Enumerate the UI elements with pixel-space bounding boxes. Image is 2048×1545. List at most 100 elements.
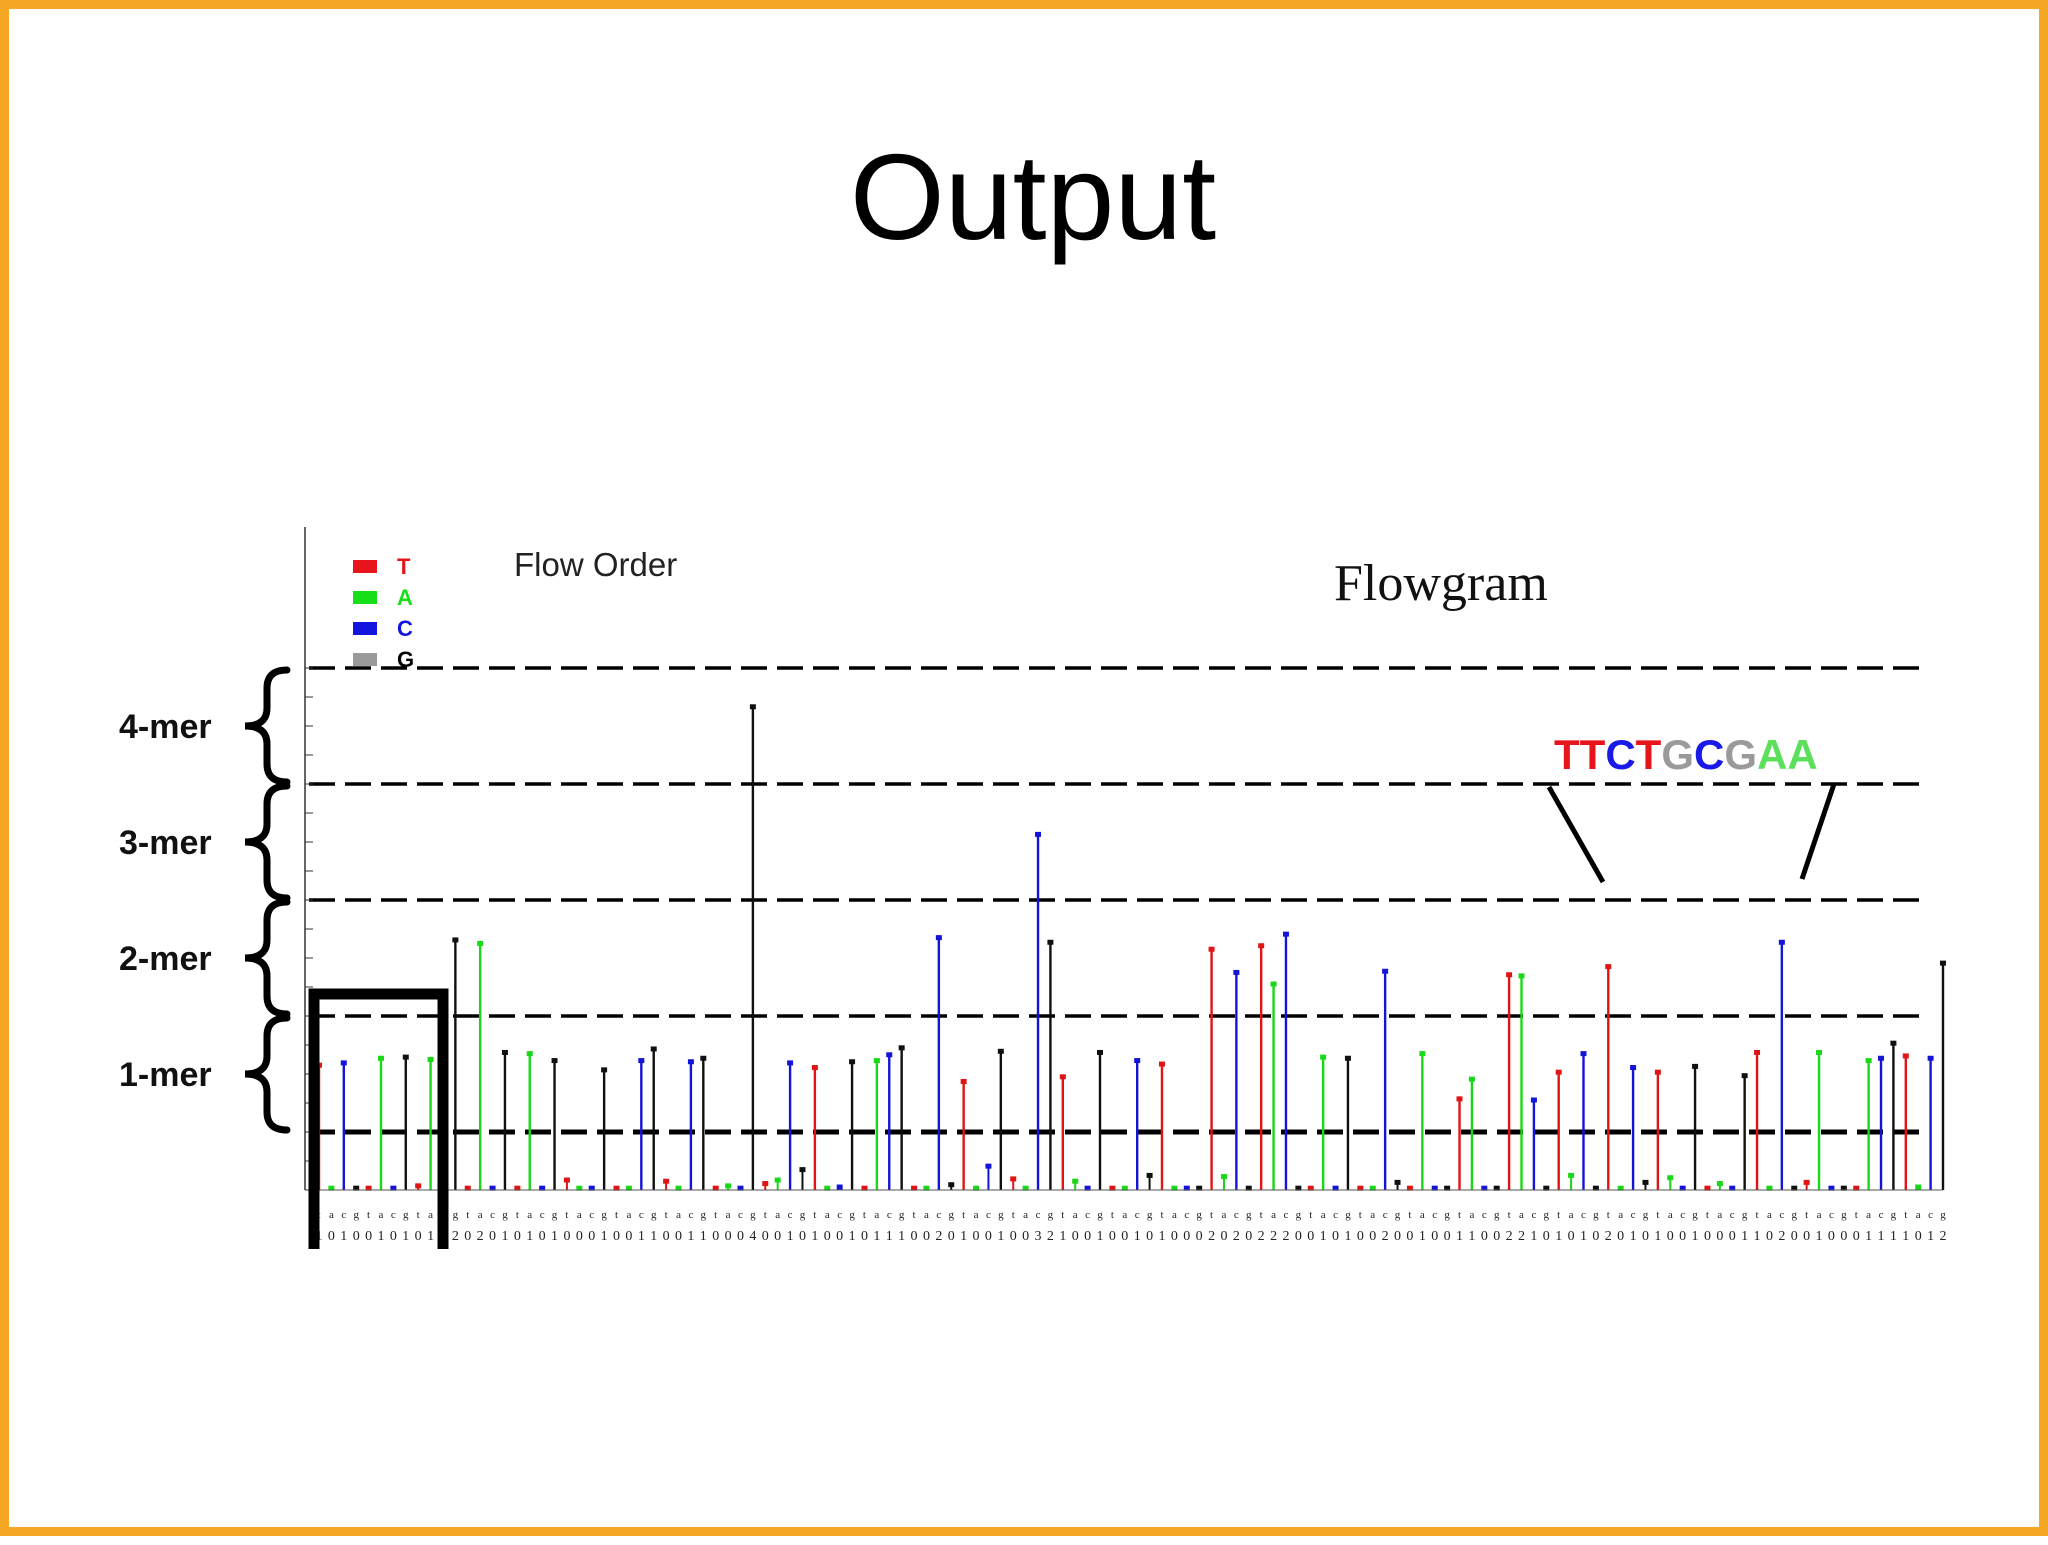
x-tick-flow-letter: g xyxy=(1593,1209,1599,1221)
flow-bar xyxy=(873,1058,880,1190)
flow-bar-cap xyxy=(824,1185,831,1191)
x-tick-flow-letter: a xyxy=(1023,1209,1028,1221)
x-tick-count: 1 xyxy=(1878,1229,1885,1244)
flow-bar xyxy=(1605,964,1612,1190)
x-tick-flow-letter: c xyxy=(341,1209,346,1221)
x-tick-flow-letter: c xyxy=(1531,1209,1536,1221)
flow-bar-cap xyxy=(613,1185,620,1191)
x-tick-flow-letter: t xyxy=(615,1209,618,1221)
x-tick-count: 0 xyxy=(1493,1229,1500,1244)
flow-bar xyxy=(1344,1055,1351,1190)
x-tick-count: 0 xyxy=(737,1229,744,1244)
x-tick-flow-letter: a xyxy=(1122,1209,1127,1221)
x-tick-count: 2 xyxy=(1258,1229,1265,1244)
flow-bar-cap xyxy=(1121,1185,1128,1191)
x-tick-count: 1 xyxy=(650,1229,657,1244)
x-tick-flow-letter: g xyxy=(701,1209,707,1221)
chart-title: Flowgram xyxy=(1334,555,1548,612)
x-tick-count: 2 xyxy=(1233,1229,1240,1244)
flow-bar-cap xyxy=(911,1185,918,1191)
slide-title: Output xyxy=(849,129,1217,265)
x-tick-flow-letter: a xyxy=(478,1209,483,1221)
flow-bar-cap xyxy=(1022,1185,1029,1191)
flow-bar-cap xyxy=(923,1185,930,1191)
x-tick-count: 1 xyxy=(1927,1229,1934,1244)
x-tick-flow-letter: t xyxy=(417,1209,420,1221)
x-tick-count: 0 xyxy=(1369,1229,1376,1244)
flow-bar-cap xyxy=(1630,1065,1637,1071)
flow-bar xyxy=(935,935,942,1190)
flow-bar-cap xyxy=(861,1185,868,1191)
flow-bar-cap xyxy=(1927,1055,1934,1061)
flow-bar-cap xyxy=(501,1049,508,1055)
flow-bar xyxy=(811,1065,818,1190)
flow-bar-cap xyxy=(514,1185,521,1191)
x-tick-count: 2 xyxy=(935,1229,942,1244)
flow-bar-cap xyxy=(799,1167,806,1173)
flow-bar xyxy=(501,1049,508,1190)
flow-bar-cap xyxy=(1171,1185,1178,1191)
x-tick-count: 0 xyxy=(1357,1229,1364,1244)
flow-bar xyxy=(1902,1053,1909,1190)
x-tick-flow-letter: c xyxy=(1631,1209,1636,1221)
flow-bar xyxy=(687,1059,694,1190)
flow-bar-cap xyxy=(638,1058,645,1064)
x-tick-flow-letter: g xyxy=(1395,1209,1401,1221)
flow-bar xyxy=(1865,1058,1872,1190)
x-tick-flow-letter: a xyxy=(1321,1209,1326,1221)
x-tick-count: 1 xyxy=(1134,1229,1141,1244)
flow-bar-cap xyxy=(588,1185,595,1191)
flow-bar-cap xyxy=(377,1055,384,1061)
x-tick-flow-letter: a xyxy=(379,1209,384,1221)
highlight-frame xyxy=(308,988,449,1249)
flow-bar xyxy=(1568,1172,1575,1190)
x-tick-count: 0 xyxy=(725,1229,732,1244)
x-tick-count: 1 xyxy=(501,1229,508,1244)
flow-bar-cap xyxy=(663,1178,670,1184)
x-tick-count: 0 xyxy=(1121,1229,1128,1244)
x-tick-count: 1 xyxy=(1630,1229,1637,1244)
mer-label: 1-mer xyxy=(119,1056,212,1094)
x-tick-count: 0 xyxy=(1394,1229,1401,1244)
x-tick-flow-letter: g xyxy=(651,1209,657,1221)
flow-bar xyxy=(526,1051,533,1190)
flow-bar xyxy=(1220,1174,1227,1190)
x-tick-flow-letter: a xyxy=(726,1209,731,1221)
flow-bar xyxy=(415,1183,422,1190)
flow-bar xyxy=(886,1052,893,1190)
flow-bar-cap xyxy=(1853,1185,1860,1191)
x-tick-flow-letter: g xyxy=(750,1209,756,1221)
flow-bar-cap xyxy=(1605,964,1612,970)
flow-bar-cap xyxy=(1865,1058,1872,1064)
x-tick-count: 0 xyxy=(588,1229,595,1244)
x-tick-count: 1 xyxy=(997,1229,1004,1244)
x-tick-flow-letter: c xyxy=(1432,1209,1437,1221)
sequence-base: G xyxy=(1724,731,1757,778)
x-tick-flow-letter: t xyxy=(1260,1209,1263,1221)
x-tick-flow-letter: a xyxy=(974,1209,979,1221)
x-tick-flow-letter: c xyxy=(1135,1209,1140,1221)
flow-bar-cap xyxy=(898,1045,905,1051)
x-tick-count: 0 xyxy=(1915,1229,1922,1244)
flow-bar-cap xyxy=(985,1163,992,1169)
flow-bar xyxy=(377,1055,384,1190)
x-tick-flow-letter: c xyxy=(1333,1209,1338,1221)
flow-bar-cap xyxy=(1245,1185,1252,1191)
flow-bar xyxy=(1630,1065,1637,1190)
x-tick-flow-letter: c xyxy=(788,1209,793,1221)
flow-bar-cap xyxy=(1468,1076,1475,1082)
x-tick-flow-letter: t xyxy=(1210,1209,1213,1221)
x-tick-flow-letter: c xyxy=(589,1209,594,1221)
flow-bar xyxy=(663,1178,670,1190)
flow-bar xyxy=(1419,1051,1426,1190)
flow-bar-cap xyxy=(464,1185,471,1191)
flow-bar-cap xyxy=(1047,939,1054,945)
flow-bar-cap xyxy=(489,1185,496,1191)
sequence-base: T xyxy=(1580,731,1606,778)
x-tick-flow-letter: c xyxy=(490,1209,495,1221)
flow-bar xyxy=(985,1163,992,1190)
x-tick-count: 0 xyxy=(1072,1229,1079,1244)
x-tick-count: 1 xyxy=(1654,1229,1661,1244)
x-tick-flow-letter: g xyxy=(899,1209,905,1221)
x-tick-count: 2 xyxy=(452,1229,459,1244)
